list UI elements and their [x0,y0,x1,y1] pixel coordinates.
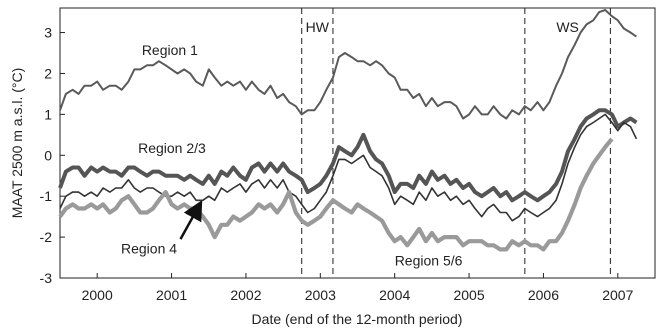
y-tick-label: -1 [40,188,53,204]
y-axis: 3 2 1 0 -1 -2 -3 [40,25,65,286]
y-tick-label: -2 [40,229,53,245]
y-axis-title: MAAT 2500 m a.s.l. (°C) [9,68,25,219]
period-label-ws: WS [556,19,579,35]
series-line-region-5-6 [58,137,614,252]
x-tick-label: 2001 [156,287,187,303]
region-4-arrow [179,199,203,240]
label-region-1: Region 1 [142,42,198,58]
y-tick-label: 1 [44,106,52,122]
x-tick-label: 2002 [230,287,261,303]
y-tick-label: 0 [44,147,52,163]
x-axis: 2000 2001 2002 2003 2004 2005 2006 2007 [82,273,634,303]
x-axis-title: Date (end of the 12-month period) [252,311,463,327]
y-tick-label: -3 [40,270,53,286]
y-tick-label: 3 [44,25,52,41]
series-line-region-1 [59,9,637,120]
series-line-region-2-3 [58,108,638,203]
plot-frame [59,7,656,279]
series-lines [58,9,638,252]
x-tick-label: 2003 [305,287,336,303]
period-label-hw: HW [306,19,330,35]
x-tick-label: 2005 [453,287,484,303]
x-tick-label: 2000 [82,287,113,303]
label-region-2-3: Region 2/3 [138,140,206,156]
label-region-5-6: Region 5/6 [395,253,463,269]
period-markers: HW WS [301,8,611,278]
y-tick-label: 2 [44,65,52,81]
x-tick-label: 2006 [528,287,559,303]
series-annotations: Region 1 Region 2/3 Region 4 Region 5/6 [121,42,463,269]
x-tick-label: 2007 [602,287,633,303]
series-line-region-4 [59,113,638,222]
x-tick-label: 2004 [379,287,410,303]
label-region-4: Region 4 [121,240,177,256]
